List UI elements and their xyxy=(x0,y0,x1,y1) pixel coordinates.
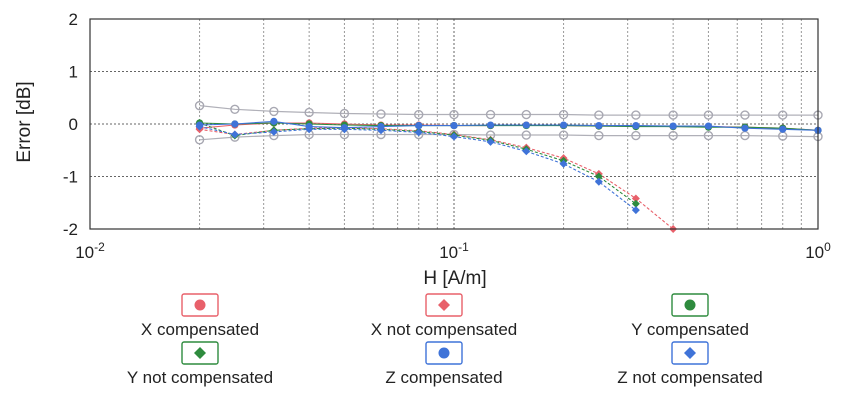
y-tick-label: 2 xyxy=(69,10,78,29)
data-point xyxy=(230,130,239,139)
legend-marker xyxy=(684,347,696,359)
limit-band-point xyxy=(594,110,604,120)
limit-band-point xyxy=(521,130,532,140)
legend-item: Z compensated xyxy=(385,341,503,387)
series-1 xyxy=(195,119,822,134)
y-tick-label: -2 xyxy=(63,220,78,239)
data-point xyxy=(594,177,603,186)
data-point xyxy=(486,137,495,146)
limit-band-point xyxy=(778,110,788,120)
limit-band-point xyxy=(414,109,424,120)
y-tick-labels: 2 1 0 -1 -2 xyxy=(63,10,78,239)
legend-label: X not compensated xyxy=(371,320,517,339)
data-point xyxy=(631,206,640,215)
y-tick-label: 1 xyxy=(69,63,78,82)
data-point xyxy=(450,121,458,130)
limit-band-point xyxy=(740,110,750,120)
limit-band-point xyxy=(339,108,350,119)
limit-band-point xyxy=(668,130,678,141)
data-point xyxy=(522,121,530,129)
legend-marker xyxy=(438,299,450,311)
plot-frame xyxy=(89,18,819,230)
data-point xyxy=(632,121,640,130)
data-point xyxy=(376,126,385,135)
data-point xyxy=(631,199,640,208)
data-point xyxy=(741,124,749,132)
limit-band-point xyxy=(376,109,386,119)
limit-band-point xyxy=(703,110,714,120)
y-tick-label: -1 xyxy=(63,168,78,187)
legend-marker xyxy=(194,347,206,359)
series-layer xyxy=(195,117,822,233)
legend-item: Y not compensated xyxy=(127,341,273,387)
legend-item: X not compensated xyxy=(371,293,517,339)
legend-label: X compensated xyxy=(141,320,259,339)
legend-item: Z not compensated xyxy=(617,341,763,387)
limit-band-point xyxy=(594,130,604,141)
limit-band-point xyxy=(558,109,569,120)
legend-label: Y not compensated xyxy=(127,368,273,387)
limit-band-point xyxy=(668,110,678,120)
limit-band-point xyxy=(194,100,205,111)
data-point xyxy=(231,120,239,128)
data-point xyxy=(594,172,603,181)
data-point xyxy=(450,132,458,141)
legend-label: Z not compensated xyxy=(617,368,763,387)
data-point xyxy=(305,125,314,134)
legend-marker xyxy=(684,299,696,311)
legend: X compensated X not compensated Y compensa… xyxy=(127,293,763,387)
data-point xyxy=(269,127,278,136)
x-axis-label: H [A/m] xyxy=(423,268,486,289)
data-point xyxy=(631,194,640,203)
limit-band-point xyxy=(703,130,714,141)
limit-band-point xyxy=(631,130,641,141)
limit-band-point xyxy=(631,110,641,120)
data-point xyxy=(195,122,204,131)
data-point xyxy=(669,122,677,130)
limit-band-point xyxy=(194,135,205,145)
y-tick-label: 0 xyxy=(69,115,78,134)
limit-band-point xyxy=(558,130,569,140)
data-point xyxy=(415,121,423,130)
data-point xyxy=(559,159,568,168)
limit-band-lower xyxy=(199,133,819,141)
x-tick-label: 10-1 xyxy=(439,240,469,262)
series-2 xyxy=(195,123,678,233)
data-point xyxy=(779,125,787,133)
legend-item: Y compensated xyxy=(631,293,749,339)
series-line xyxy=(199,120,819,131)
data-point xyxy=(704,122,713,130)
legend-marker xyxy=(194,299,206,311)
limit-band-point xyxy=(485,109,496,120)
data-point xyxy=(486,121,495,129)
legend-label: Z compensated xyxy=(385,368,502,387)
data-point xyxy=(522,147,531,156)
x-tick-label: 10-2 xyxy=(75,240,105,262)
data-point xyxy=(270,117,278,125)
data-point xyxy=(595,121,603,130)
legend-label: Y compensated xyxy=(631,320,749,339)
series-line xyxy=(199,122,819,131)
series-line xyxy=(199,126,637,211)
series-6 xyxy=(195,122,640,215)
limit-band-point xyxy=(269,106,279,117)
limit-band-point xyxy=(304,107,314,118)
data-point xyxy=(414,128,423,137)
x-tick-label: 100 xyxy=(805,240,831,262)
limit-band-point xyxy=(521,109,532,120)
data-point xyxy=(340,125,349,134)
legend-item: X compensated xyxy=(141,293,259,339)
legend-marker xyxy=(438,347,450,359)
limit-band-point xyxy=(449,109,459,120)
data-point xyxy=(559,121,568,129)
limit-band-point xyxy=(230,104,240,115)
y-axis-label: Error [dB] xyxy=(14,81,35,162)
limit-band-upper xyxy=(199,105,818,116)
x-tick-labels: 10-2 10-1 100 xyxy=(75,240,831,262)
